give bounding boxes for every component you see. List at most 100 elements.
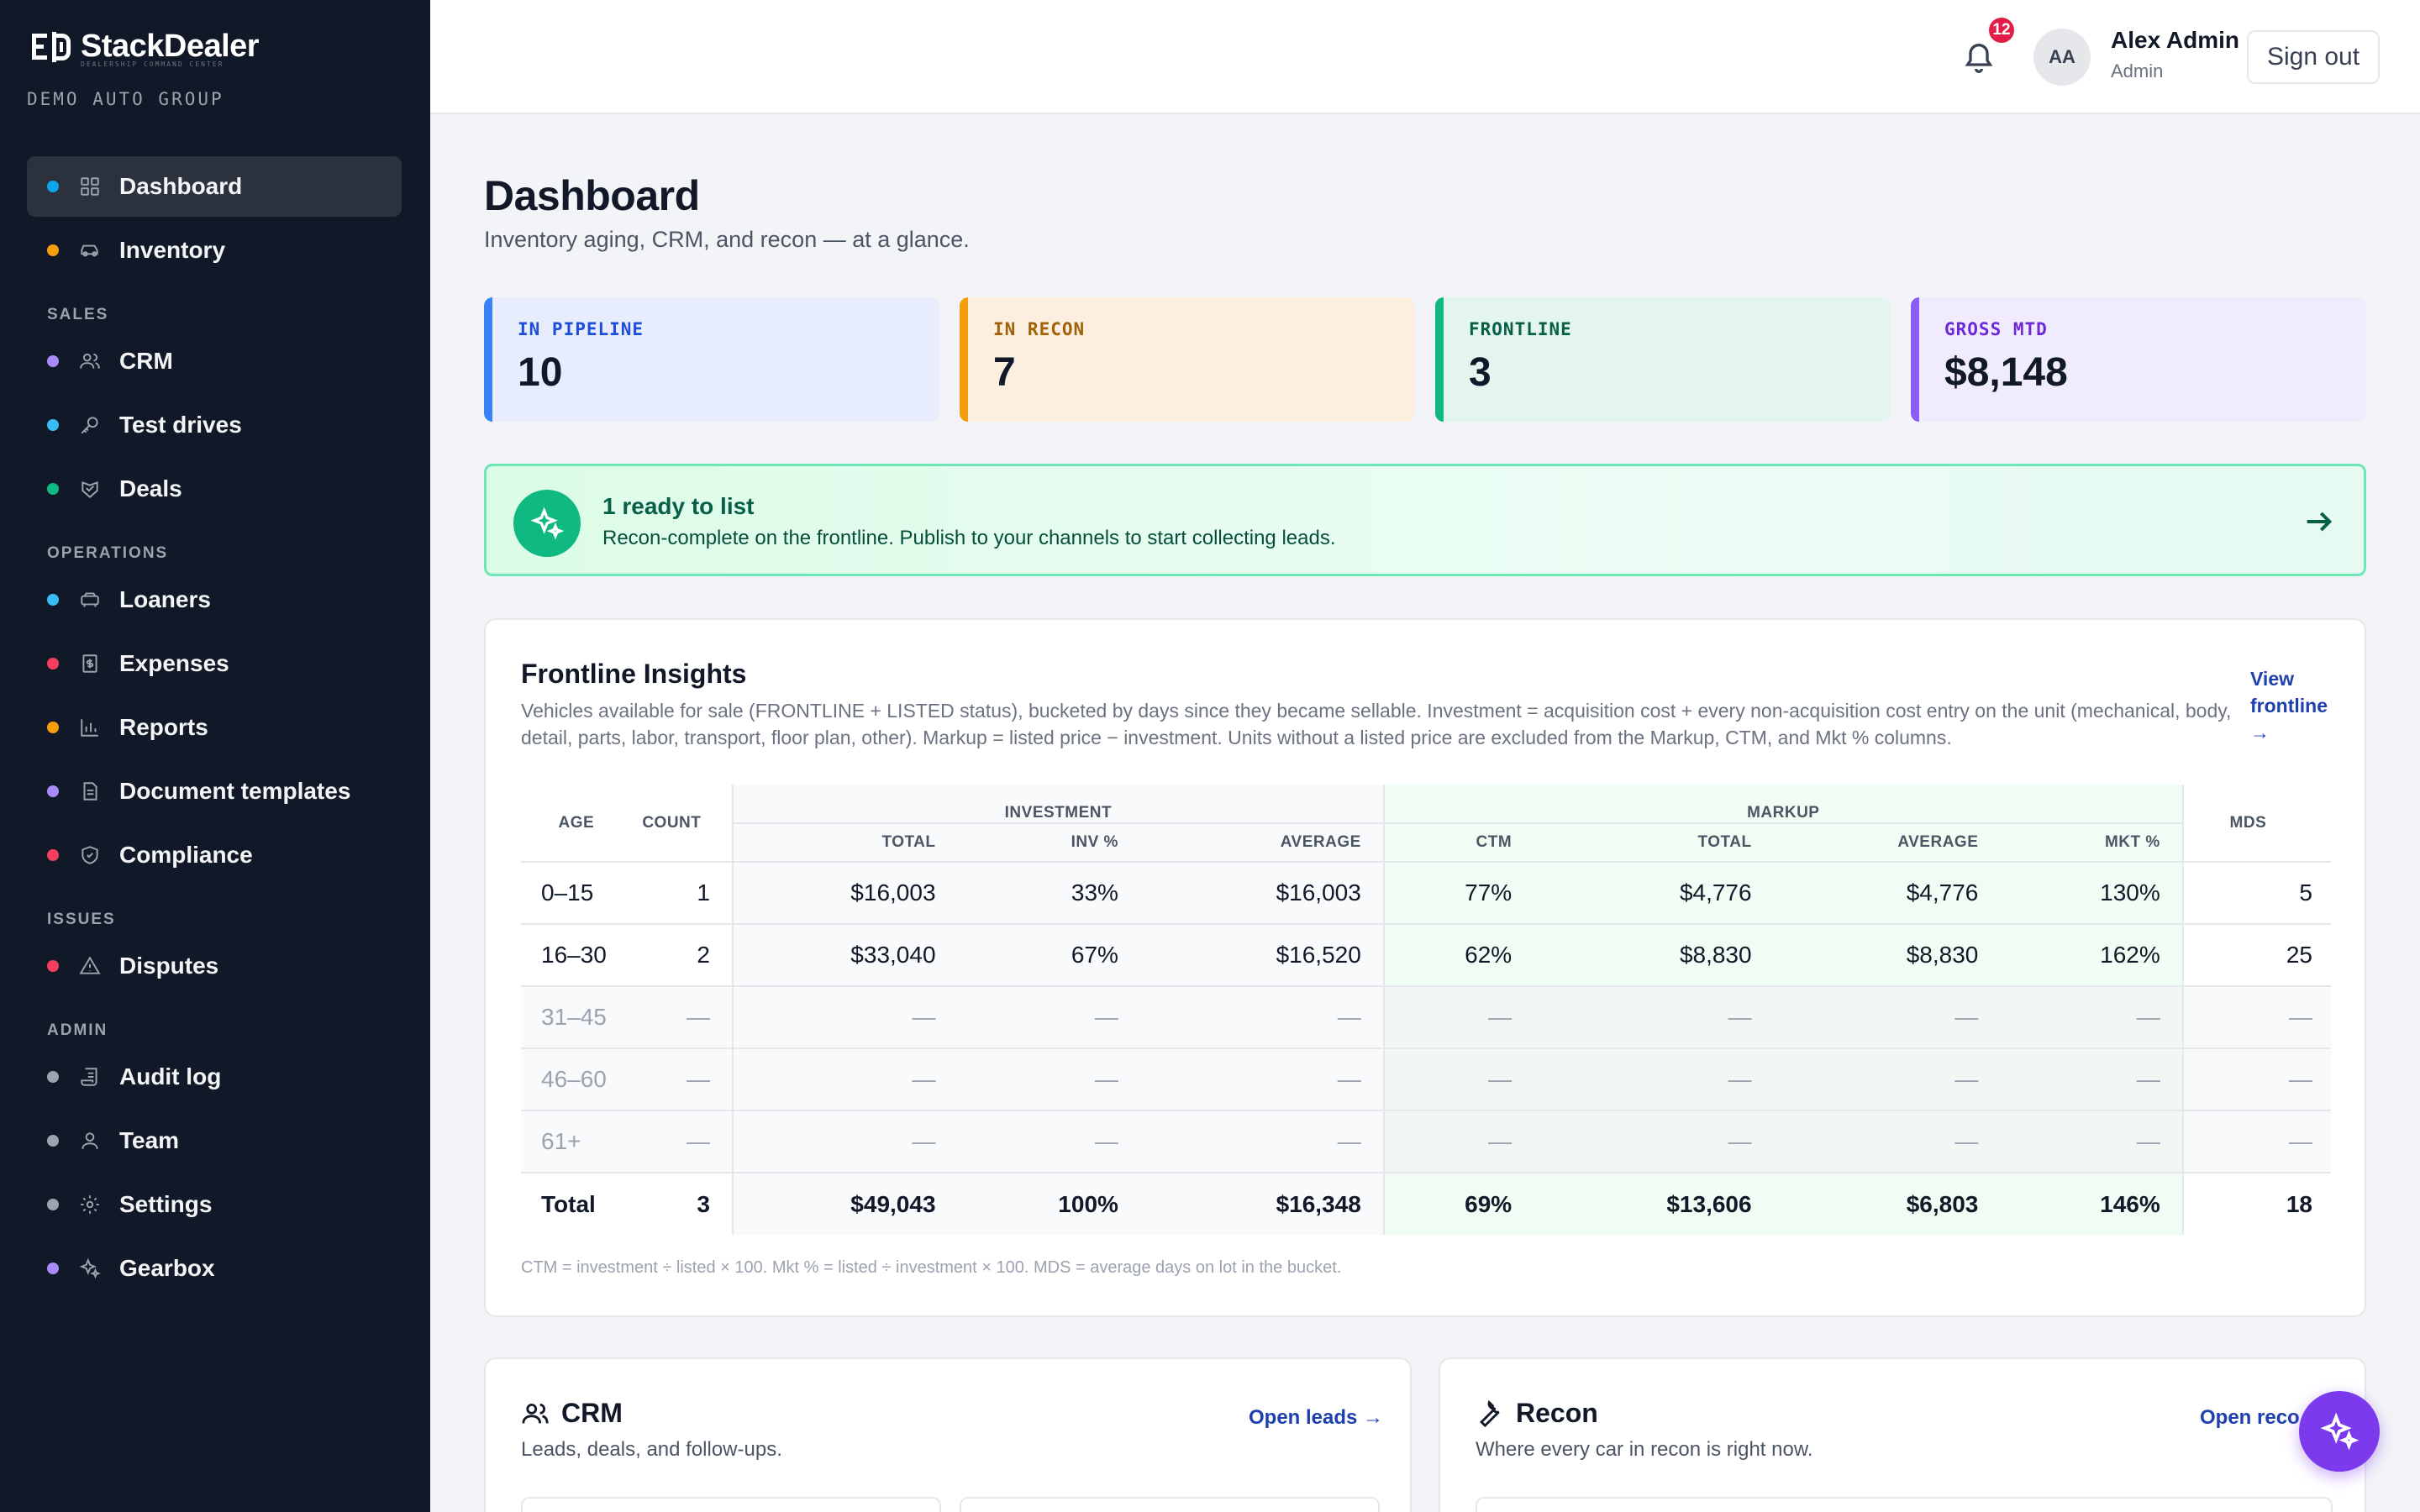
status-dot	[47, 658, 59, 669]
view-frontline-link[interactable]: View frontline →	[2250, 668, 2328, 743]
investment-pct-cell: —	[957, 985, 1140, 1048]
sidebar-item-compliance[interactable]: Compliance	[27, 825, 402, 885]
sidebar-item-loaners[interactable]: Loaners	[27, 570, 402, 630]
stat-card-gross-mtd[interactable]: GROSS MTD $8,148	[1911, 297, 2366, 422]
table-row: 0–15 1 $16,003 33% $16,003 77% $4,776 $4,776 130…	[521, 861, 2331, 924]
sidebar: StackDealer DEALERSHIP COMMAND CENTER DE…	[0, 0, 430, 1512]
notifications-button[interactable]	[1958, 35, 2000, 77]
age-cell: 0–15	[521, 861, 634, 924]
investment-pct-cell: 67%	[957, 923, 1140, 986]
card-description: Where every car in recon is right now.	[1476, 1438, 1813, 1461]
sidebar-item-team[interactable]: Team	[27, 1110, 402, 1171]
stat-card-in-pipeline[interactable]: IN PIPELINE 10	[484, 297, 939, 422]
sidebar-item-crm[interactable]: CRM	[27, 331, 402, 391]
sidebar-item-document-templates[interactable]: Document templates	[27, 761, 402, 822]
sidebar-item-gearbox[interactable]: Gearbox	[27, 1238, 402, 1299]
sidebar-item-label: Compliance	[119, 842, 253, 868]
table-total-row: Total 3 $49,043 100% $16,348 69% $13,606 $6,803…	[521, 1172, 2331, 1235]
sidebar-item-test-drives[interactable]: Test drives	[27, 395, 402, 455]
grid-icon	[79, 176, 101, 197]
stat-label: GROSS MTD	[1944, 319, 2048, 339]
avatar[interactable]: AA	[2033, 29, 2091, 86]
sidebar-item-reports[interactable]: Reports	[27, 697, 402, 758]
ready-title: 1 ready to list	[602, 493, 755, 519]
investment-total-cell: —	[731, 1047, 958, 1110]
status-dot	[47, 849, 59, 861]
column-header: CTM	[1382, 822, 1534, 862]
sidebar-item-audit-log[interactable]: Audit log	[27, 1047, 402, 1107]
age-cell: 61+	[521, 1110, 634, 1173]
status-dot	[47, 594, 59, 606]
markup-average-cell: $8,830	[1773, 923, 2001, 986]
sidebar-item-inventory[interactable]: Inventory	[27, 220, 402, 281]
ready-to-list-banner[interactable]: 1 ready to list Recon-complete on the fr…	[484, 464, 2366, 576]
card-title: Frontline Insights	[521, 659, 747, 689]
markup-total-cell: —	[1534, 985, 1774, 1048]
mkt-pct-cell: 130%	[2000, 861, 2183, 924]
sidebar-item-expenses[interactable]: Expenses	[27, 633, 402, 694]
stat-value: $8,148	[1944, 350, 2068, 395]
column-header: TOTAL	[1534, 822, 1774, 862]
ctm-cell: 62%	[1382, 923, 1534, 986]
stat-accent-bar	[484, 297, 492, 422]
mds-cell: —	[2181, 1047, 2331, 1110]
sidebar-item-label: Settings	[119, 1191, 213, 1217]
brand[interactable]: StackDealer	[30, 29, 260, 65]
sidebar-item-label: Expenses	[119, 650, 229, 676]
investment-total-cell: —	[731, 985, 958, 1048]
sparkles-icon	[513, 490, 581, 557]
users-icon	[521, 1399, 550, 1428]
mds-cell: 5	[2181, 861, 2331, 924]
sidebar-item-disputes[interactable]: Disputes	[27, 936, 402, 996]
sidebar-item-dashboard[interactable]: Dashboard	[27, 156, 402, 217]
bell-icon	[1965, 44, 1993, 73]
investment-average-cell: $16,003	[1139, 861, 1384, 924]
bar-chart-icon	[79, 717, 101, 738]
ctm-cell: —	[1382, 1110, 1534, 1173]
status-dot	[47, 181, 59, 192]
column-header: TOTAL	[731, 822, 958, 862]
sidebar-item-label: Team	[119, 1127, 180, 1153]
frontline-insights-table: AGE COUNT INVESTMENT MARKUP MDS TOTAL IN…	[521, 785, 2331, 1235]
column-header: MDS	[2181, 785, 2331, 862]
recon-status-panel	[1476, 1497, 2333, 1512]
crm-metric-tile[interactable]	[521, 1497, 941, 1512]
markup-total-cell: $4,776	[1534, 861, 1774, 924]
sparkles-icon	[79, 1257, 101, 1279]
page-subtitle: Inventory aging, CRM, and recon — at a g…	[484, 227, 970, 252]
sidebar-item-label: Document templates	[119, 778, 351, 804]
notification-count-badge: 12	[1986, 15, 2017, 45]
table-row: 16–30 2 $33,040 67% $16,520 62% $8,830 $8,830 16…	[521, 923, 2331, 986]
stat-value: 7	[993, 350, 1016, 395]
gearbox-assistant-button[interactable]	[2299, 1391, 2380, 1472]
column-header: INV %	[957, 822, 1140, 862]
sidebar-item-settings[interactable]: Settings	[27, 1174, 402, 1235]
open-recon-link[interactable]: Open reco	[2200, 1406, 2300, 1429]
sign-out-button[interactable]: Sign out	[2247, 30, 2380, 84]
mkt-pct-cell: —	[2000, 985, 2183, 1048]
status-dot	[47, 785, 59, 797]
arrow-right-icon[interactable]	[2302, 505, 2335, 538]
investment-total-cell: $49,043	[731, 1172, 958, 1235]
sidebar-item-deals[interactable]: Deals	[27, 459, 402, 519]
investment-average-cell: —	[1139, 985, 1384, 1048]
handshake-icon	[79, 478, 101, 500]
investment-pct-cell: —	[957, 1110, 1140, 1173]
mds-cell: —	[2181, 985, 2331, 1048]
stat-card-in-recon[interactable]: IN RECON 7	[960, 297, 1415, 422]
stat-card-frontline[interactable]: FRONTLINE 3	[1435, 297, 1891, 422]
column-header: COUNT	[642, 813, 702, 832]
crm-metric-tile[interactable]	[960, 1497, 1380, 1512]
open-leads-link[interactable]: Open leads →	[1249, 1406, 1384, 1429]
investment-total-cell: $33,040	[731, 923, 958, 986]
receipt-icon	[79, 653, 101, 675]
sidebar-item-label: Deals	[119, 475, 182, 501]
users-icon	[79, 350, 101, 372]
status-dot	[47, 1071, 59, 1083]
user-icon	[79, 1130, 101, 1152]
investment-average-cell: $16,348	[1139, 1172, 1384, 1235]
recon-card: Recon Where every car in recon is right …	[1439, 1357, 2366, 1512]
investment-total-cell: —	[731, 1110, 958, 1173]
investment-pct-cell: 100%	[957, 1172, 1140, 1235]
investment-pct-cell: 33%	[957, 861, 1140, 924]
